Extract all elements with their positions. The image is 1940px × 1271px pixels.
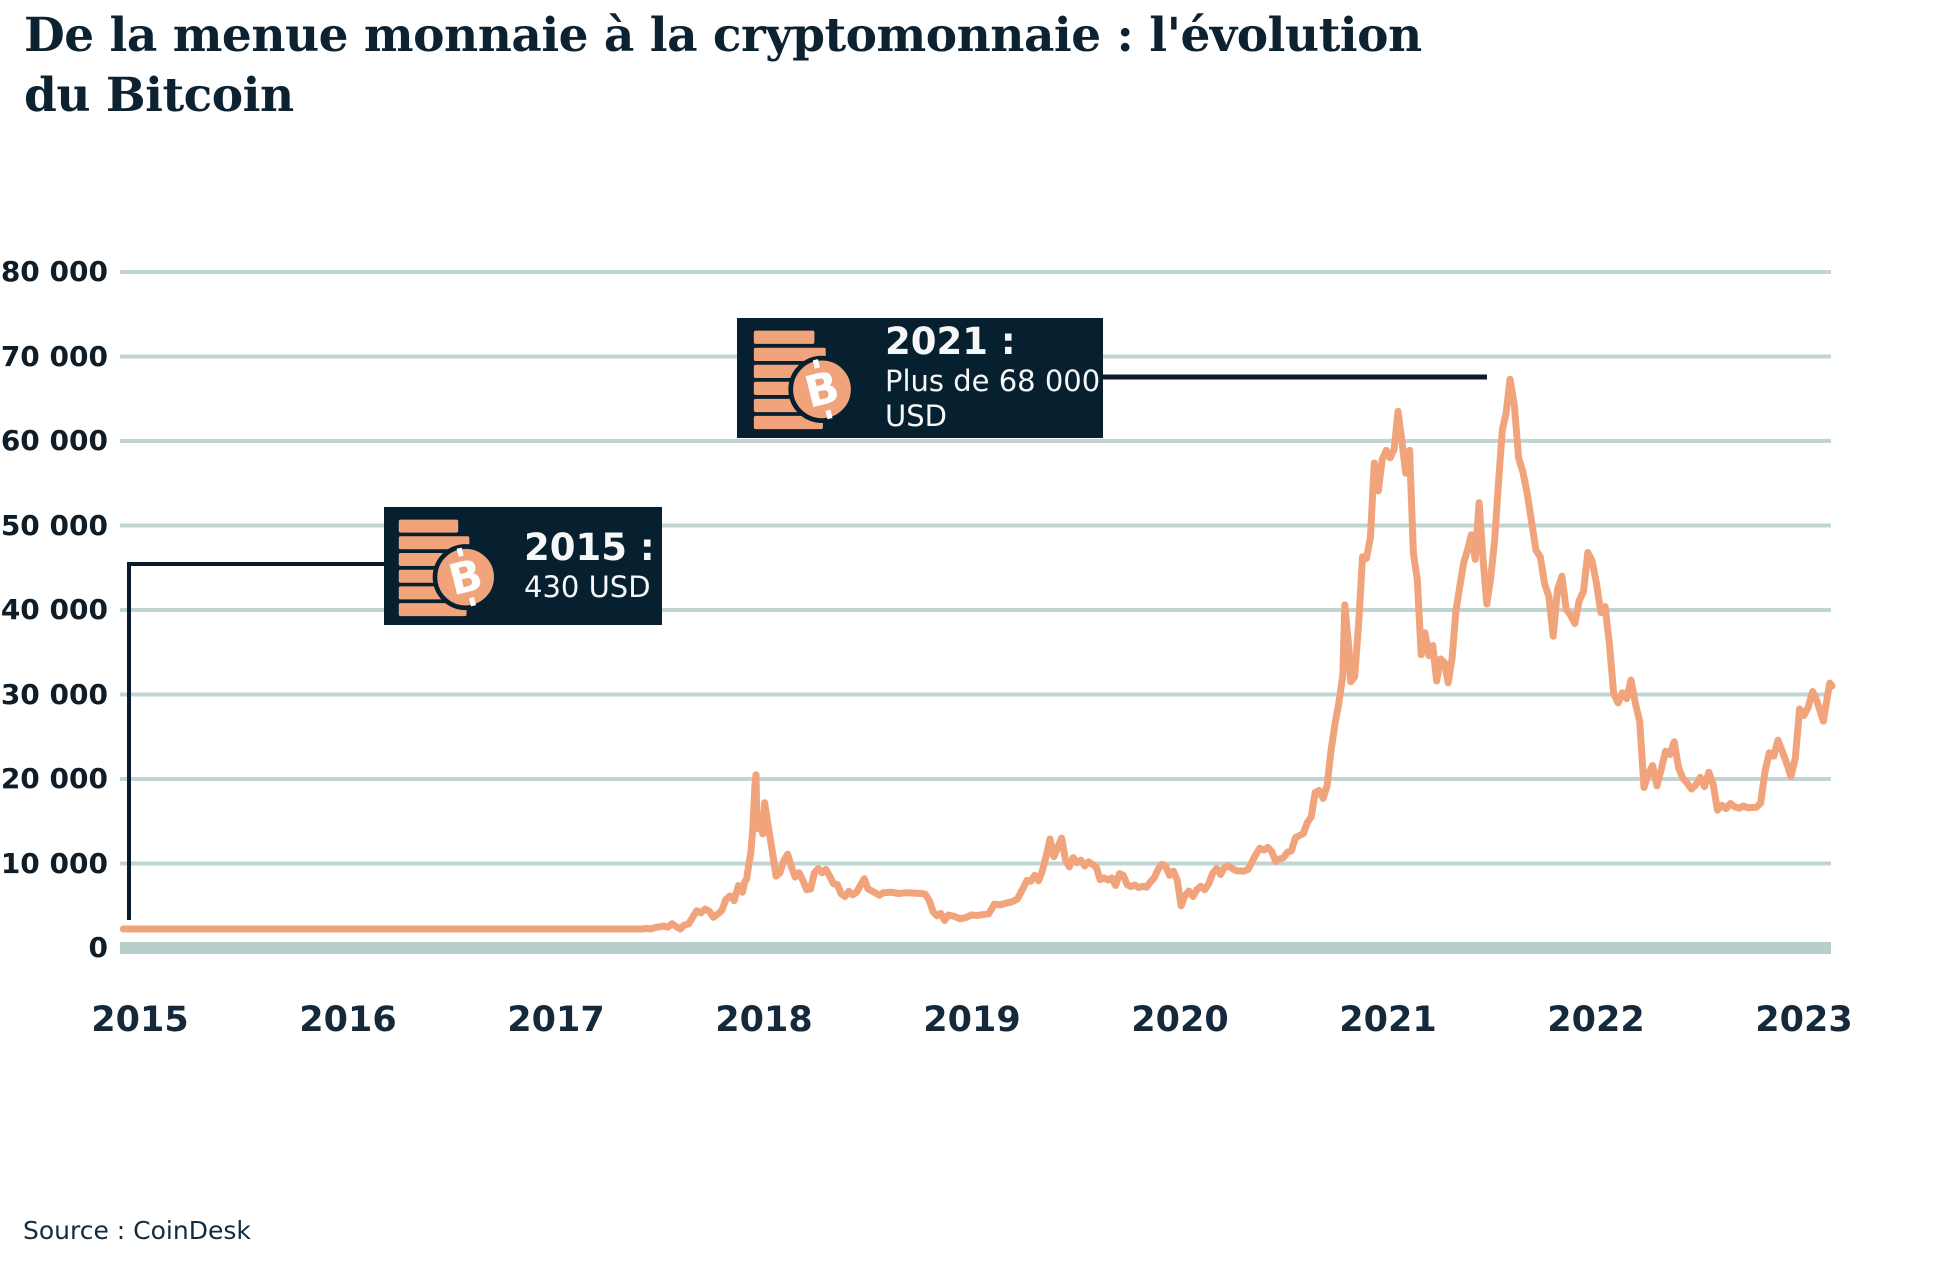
callout-2021-value-line2: USD bbox=[885, 399, 947, 434]
callout-2015-value: 430 USD bbox=[524, 569, 651, 604]
x-tick-label: 2022 bbox=[1547, 1000, 1645, 1040]
x-tick-label: 2018 bbox=[715, 1000, 813, 1040]
y-tick-label: 80 000 bbox=[0, 255, 108, 288]
y-tick-label: 60 000 bbox=[0, 424, 108, 457]
x-tick-label: 2020 bbox=[1131, 1000, 1229, 1040]
source-note: Source : CoinDesk bbox=[23, 1216, 251, 1245]
gridline bbox=[120, 608, 1831, 612]
title-line-1: De la menue monnaie à la cryptomonnaie :… bbox=[24, 8, 1422, 63]
y-tick-label: 30 000 bbox=[0, 677, 108, 711]
callout-2015-year: 2015 : bbox=[524, 526, 655, 570]
gridline bbox=[120, 777, 1831, 781]
x-tick-label: 2019 bbox=[923, 1000, 1021, 1040]
title-line-2: du Bitcoin bbox=[24, 68, 294, 124]
gridline bbox=[120, 692, 1831, 697]
y-tick-label: 40 000 bbox=[0, 593, 108, 626]
callout-2015: B 2015 : 430 USD bbox=[384, 507, 662, 625]
y-tick-label: 70 000 bbox=[0, 339, 108, 373]
y-tick-label: 20 000 bbox=[0, 762, 108, 795]
x-tick-label: 2015 bbox=[91, 1000, 189, 1040]
x-tick-label: 2017 bbox=[507, 1000, 605, 1040]
y-tick-label: 50 000 bbox=[0, 508, 108, 542]
zero-baseline bbox=[120, 942, 1831, 954]
gridline bbox=[120, 270, 1831, 274]
page-title: De la menue monnaie à la cryptomonnaie :… bbox=[24, 6, 1584, 126]
gridline bbox=[120, 861, 1831, 866]
bitcoin-coins-icon: B bbox=[753, 330, 856, 430]
gridline bbox=[120, 523, 1831, 528]
x-tick-label: 2021 bbox=[1339, 1000, 1437, 1040]
price-line bbox=[119, 375, 1836, 933]
y-tick-label: 10 000 bbox=[0, 846, 108, 880]
x-tick-label: 2016 bbox=[299, 1000, 397, 1040]
callout-connector-2015 bbox=[127, 562, 384, 920]
callout-2021-value-line1: Plus de 68 000 bbox=[885, 363, 1101, 398]
callout-2021: B 2021 : Plus de 68 000 USD bbox=[737, 318, 1103, 438]
x-tick-label: 2023 bbox=[1755, 1000, 1853, 1040]
callout-2021-year: 2021 : bbox=[885, 320, 1016, 364]
bitcoin-coins-icon: B bbox=[398, 519, 499, 617]
gridline bbox=[120, 439, 1831, 443]
y-tick-label: 0 bbox=[88, 931, 108, 964]
